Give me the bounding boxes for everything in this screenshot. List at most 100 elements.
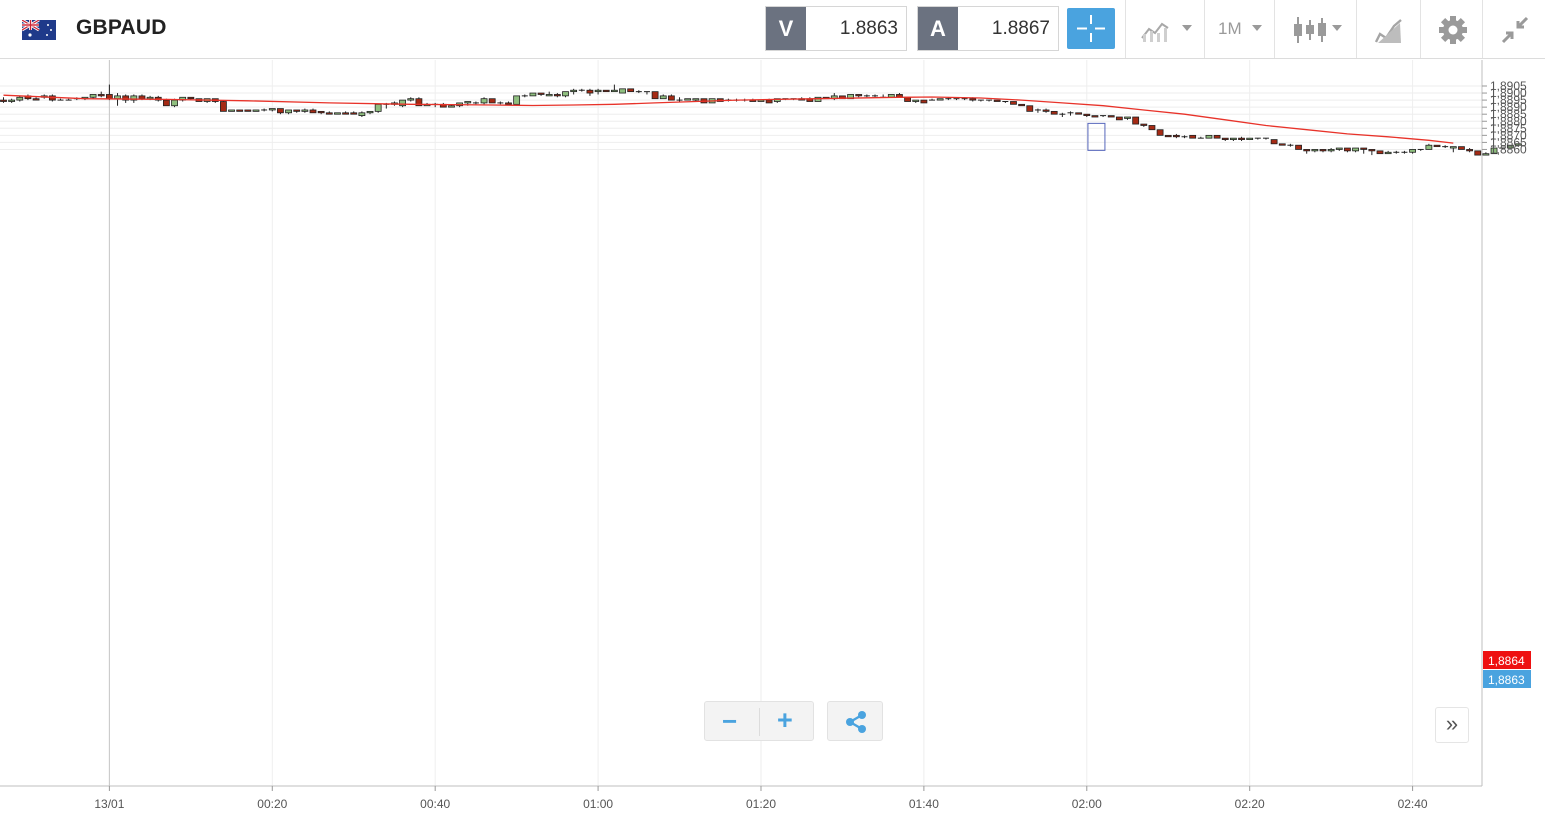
candle: [252, 109, 260, 112]
candle-body: [1384, 151, 1392, 155]
crosshair-button[interactable]: [1067, 8, 1115, 49]
candle: [285, 109, 292, 115]
candle: [872, 94, 879, 98]
candle-body: [488, 98, 496, 104]
timeframe-dropdown[interactable]: 1M: [1204, 0, 1274, 58]
candle: [220, 100, 227, 112]
time-axis: 13/01 00:20 00:40 01:00 01:20 01:40 02:00 02:20…: [0, 785, 1482, 811]
candle-body: [1278, 143, 1286, 146]
candle-body: [1295, 144, 1302, 150]
buy-price: 1.8867: [991, 18, 1050, 39]
candle-body: [1164, 134, 1172, 138]
candle-body: [162, 99, 170, 107]
candle-body: [325, 112, 333, 115]
candle: [1262, 137, 1269, 140]
candle-body: [1368, 149, 1376, 152]
candle: [277, 108, 284, 115]
candle-body: [1189, 134, 1197, 139]
candle-body: [586, 89, 594, 94]
candle: [1490, 147, 1498, 155]
sell-price-button[interactable]: V 1.8863: [765, 6, 907, 51]
chart-type-icon: [1141, 22, 1169, 42]
candle: [317, 110, 325, 115]
candle-body: [285, 109, 292, 114]
candle-body: [1425, 144, 1433, 150]
candle-body: [684, 98, 692, 101]
candle: [1442, 145, 1449, 149]
candle: [1026, 105, 1034, 112]
candle: [236, 109, 244, 112]
share-button[interactable]: [827, 701, 883, 741]
settings-button[interactable]: [1420, 0, 1482, 58]
candle: [1376, 150, 1384, 155]
zoom-in-button[interactable]: +: [760, 702, 814, 740]
candle: [986, 99, 993, 102]
candle-body: [529, 92, 537, 97]
candle-body: [8, 99, 16, 102]
candle: [513, 95, 521, 105]
candle: [350, 111, 358, 115]
candle: [301, 108, 309, 113]
scroll-to-latest-button[interactable]: »: [1435, 707, 1469, 743]
time-tick-label: 01:00: [583, 797, 613, 811]
candlestick-icon: [1294, 17, 1326, 43]
candle-body: [16, 96, 24, 101]
moving-average-line: [3, 94, 1454, 144]
candle: [1002, 101, 1009, 103]
candle-body: [1156, 129, 1164, 136]
candle-body: [553, 94, 561, 97]
candle-body: [1474, 150, 1482, 156]
candle-body: [317, 110, 325, 114]
instrument-symbol: GBPAUD: [76, 16, 167, 39]
candle-body: [1376, 150, 1384, 155]
price-labels: 1,8864 1,8863: [1483, 651, 1531, 688]
zoom-out-button[interactable]: −: [705, 702, 759, 740]
candle-body: [1042, 109, 1050, 112]
candle: [1368, 149, 1376, 156]
candle: [676, 97, 683, 102]
candle-style-dropdown[interactable]: [1274, 0, 1356, 58]
chart-type-dropdown[interactable]: [1125, 0, 1204, 58]
candle: [497, 101, 504, 105]
candle-body: [814, 96, 822, 102]
collapse-button[interactable]: [1482, 0, 1545, 58]
candle-body: [610, 89, 618, 93]
candle-body: [1360, 147, 1368, 150]
time-tick-label: 01:20: [746, 797, 776, 811]
time-tick-label: 01:40: [909, 797, 939, 811]
candle-body: [32, 98, 40, 101]
candle: [1246, 137, 1254, 140]
collapse-icon: [1501, 16, 1529, 44]
candle-body: [570, 89, 578, 93]
candle: [8, 98, 16, 103]
buy-price-button[interactable]: A 1.8867: [917, 6, 1059, 51]
candle-body: [220, 101, 227, 112]
candle: [358, 111, 366, 118]
gear-icon: [1439, 16, 1467, 44]
candle: [1303, 149, 1311, 154]
candle: [1181, 135, 1188, 139]
ma-price-badge: [1483, 651, 1531, 669]
price-tick-label: 1,8885: [1490, 107, 1527, 121]
candle: [1506, 144, 1514, 149]
candle: [480, 97, 488, 105]
candle-body: [1050, 110, 1058, 115]
candle-body: [505, 102, 512, 105]
candle: [1050, 110, 1058, 115]
price-tick-label: 1,8895: [1490, 93, 1527, 107]
candle: [529, 92, 537, 97]
candle-body: [1482, 153, 1490, 156]
candle: [545, 91, 553, 97]
candle: [1458, 146, 1465, 150]
time-tick-label: 00:40: [420, 797, 450, 811]
drawing-tools-button[interactable]: [1356, 0, 1420, 58]
candle-body: [1083, 113, 1091, 117]
candle-body: [228, 109, 235, 112]
candle: [1474, 150, 1482, 156]
price-chart[interactable]: 1,89051,89001,88951,88901,88851,88801,88…: [0, 59, 1545, 822]
candle-body: [969, 98, 977, 101]
candle: [407, 97, 415, 102]
candle-body: [1238, 137, 1245, 140]
candle-body: [904, 96, 911, 102]
candle-body: [114, 95, 121, 100]
